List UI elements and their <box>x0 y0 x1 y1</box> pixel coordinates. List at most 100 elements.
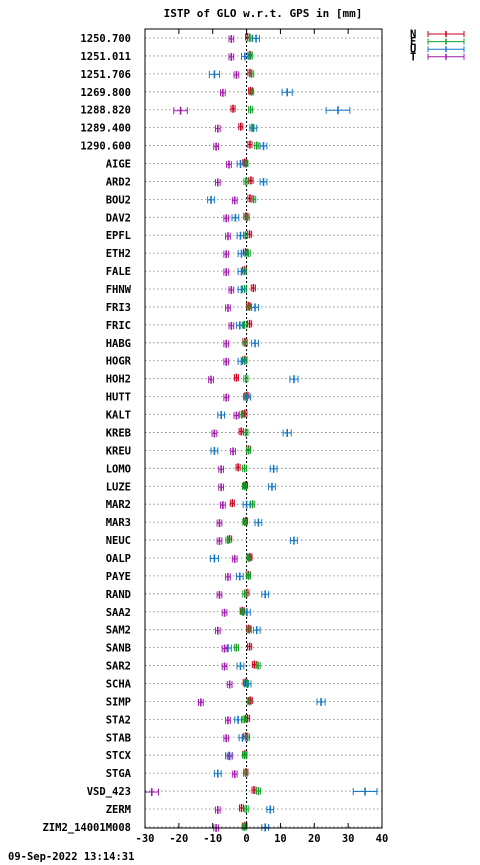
data-marks <box>144 33 378 832</box>
errorbar-e-luze <box>242 482 248 491</box>
errorbar-u-vsd-423 <box>352 787 378 796</box>
errorbar-u-stga <box>213 769 222 778</box>
errorbar-e-1269-800 <box>249 87 255 96</box>
row-label-habg: HABG <box>106 338 131 350</box>
errorbar-t-1250-700 <box>228 35 235 43</box>
errorbar-u-rand <box>261 590 270 599</box>
errorbar-u-hogr <box>237 357 246 366</box>
errorbar-t-sam2 <box>214 626 221 635</box>
row-label-oalp: OALP <box>106 553 131 565</box>
errorbar-t-kalt <box>233 411 240 420</box>
row-label-sam2: SAM2 <box>106 625 131 637</box>
errorbar-t-bou2 <box>231 196 238 205</box>
errorbar-n-kalt <box>242 409 248 418</box>
row-label-epfl: EPFL <box>106 230 131 242</box>
legend-label-t: T <box>410 51 416 63</box>
errorbar-t-mar3 <box>216 519 223 528</box>
errorbar-n-lomo <box>235 463 241 472</box>
errorbar-e-sta2 <box>241 715 247 724</box>
errorbar-u-fri3 <box>251 303 259 312</box>
row-label-simp: SIMP <box>106 696 131 708</box>
errorbar-e-dav2 <box>244 213 250 222</box>
errorbar-e-kreb <box>243 428 249 437</box>
errorbar-t-fhnw <box>228 286 235 295</box>
errorbar-n-zerm <box>238 803 245 812</box>
row-label-luze: LUZE <box>106 481 131 493</box>
errorbar-u-kreb <box>282 428 292 437</box>
errorbar-u-eth2 <box>237 249 246 258</box>
errorbar-n-1290-600 <box>247 140 253 149</box>
row-label-1289-400: 1289.400 <box>80 123 131 135</box>
x-tick-label-40: 40 <box>376 833 389 845</box>
errorbar-t-aige <box>226 160 232 169</box>
errorbar-t-1290-600 <box>213 142 219 151</box>
errorbar-u-1251-706 <box>208 70 220 79</box>
errorbar-t-hoh2 <box>208 375 214 384</box>
errorbar-t-1288-820 <box>173 106 188 115</box>
errorbar-n-mar2 <box>229 499 235 508</box>
row-label-hoh2: HOH2 <box>106 374 131 386</box>
errorbar-u-mar3 <box>254 518 263 527</box>
errorbar-t-dav2 <box>223 214 230 223</box>
errorbar-t-epfl <box>225 232 231 241</box>
row-label-1251-011: 1251.011 <box>80 51 131 63</box>
errorbar-u-hutt <box>243 393 252 402</box>
errorbar-u-dav2 <box>231 213 240 222</box>
errorbar-t-zerm <box>214 805 221 814</box>
errorbar-t-neuc <box>216 537 223 546</box>
errorbar-t-fale <box>223 268 230 277</box>
errorbar-u-luze <box>268 482 276 491</box>
errorbar-t-kreb <box>211 429 218 438</box>
row-label-neuc: NEUC <box>106 535 131 547</box>
errorbar-t-luze <box>218 483 225 492</box>
errorbar-t-rand <box>216 590 223 599</box>
errorbar-e-eth2 <box>245 249 251 258</box>
errorbar-e-zerm <box>243 804 249 813</box>
x-tick-label--20: -20 <box>169 833 188 845</box>
errorbar-t-fric <box>228 321 235 330</box>
errorbar-e-mar2 <box>250 500 256 509</box>
errorbar-u-stab <box>238 733 247 742</box>
row-label-stga: STGA <box>106 768 132 780</box>
errorbar-n-vsd-423 <box>251 786 257 795</box>
errorbar-e-mar3 <box>242 518 248 527</box>
legend-entry-n: N <box>410 29 465 41</box>
row-label-dav2: DAV2 <box>106 212 131 224</box>
row-label-fale: FALE <box>106 266 131 278</box>
legend-entry-t: T <box>410 51 465 63</box>
errorbar-u-hoh2 <box>289 375 299 384</box>
errorbar-n-fric <box>247 319 253 328</box>
errorbar-e-stga <box>243 769 249 778</box>
errorbar-e-paye <box>246 571 252 580</box>
errorbar-e-kreu <box>246 446 252 455</box>
errorbar-u-lomo <box>269 464 278 473</box>
errorbar-e-sam2 <box>246 625 252 634</box>
errorbar-e-neuc <box>225 536 231 545</box>
errorbar-u-zerm <box>266 805 275 814</box>
row-label-fhnw: FHNW <box>106 284 132 296</box>
errorbar-u-habg <box>251 339 259 348</box>
errorbar-t-1289-400 <box>214 124 221 133</box>
errorbar-t-lomo <box>218 465 225 474</box>
row-label-sanb: SANB <box>106 643 131 655</box>
x-tick-label-30: 30 <box>342 833 355 845</box>
errorbar-u-paye <box>235 572 244 581</box>
errorbar-u-scha <box>243 679 252 688</box>
errorbar-u-1250-700 <box>252 34 260 43</box>
errorbar-u-fric <box>235 321 244 330</box>
row-labels: 1250.700 1251.011 1251.706 1269.800 1288.820… <box>42 33 131 834</box>
errorbar-e-rand <box>242 589 248 598</box>
errorbar-t-sar2 <box>221 662 228 671</box>
errorbar-t-kreu <box>230 447 236 456</box>
errorbar-e-vsd-423 <box>255 787 261 796</box>
errorbar-e-stcx <box>242 751 248 760</box>
row-label-vsd-423: VSD_423 <box>87 786 131 798</box>
row-label-paye: PAYE <box>106 571 131 583</box>
row-label-eth2: ETH2 <box>106 248 131 260</box>
row-label-lomo: LOMO <box>106 463 131 475</box>
errorbar-t-1251-011 <box>228 52 235 61</box>
row-label-aige: AIGE <box>106 159 131 171</box>
legend-label-u: U <box>410 44 416 56</box>
